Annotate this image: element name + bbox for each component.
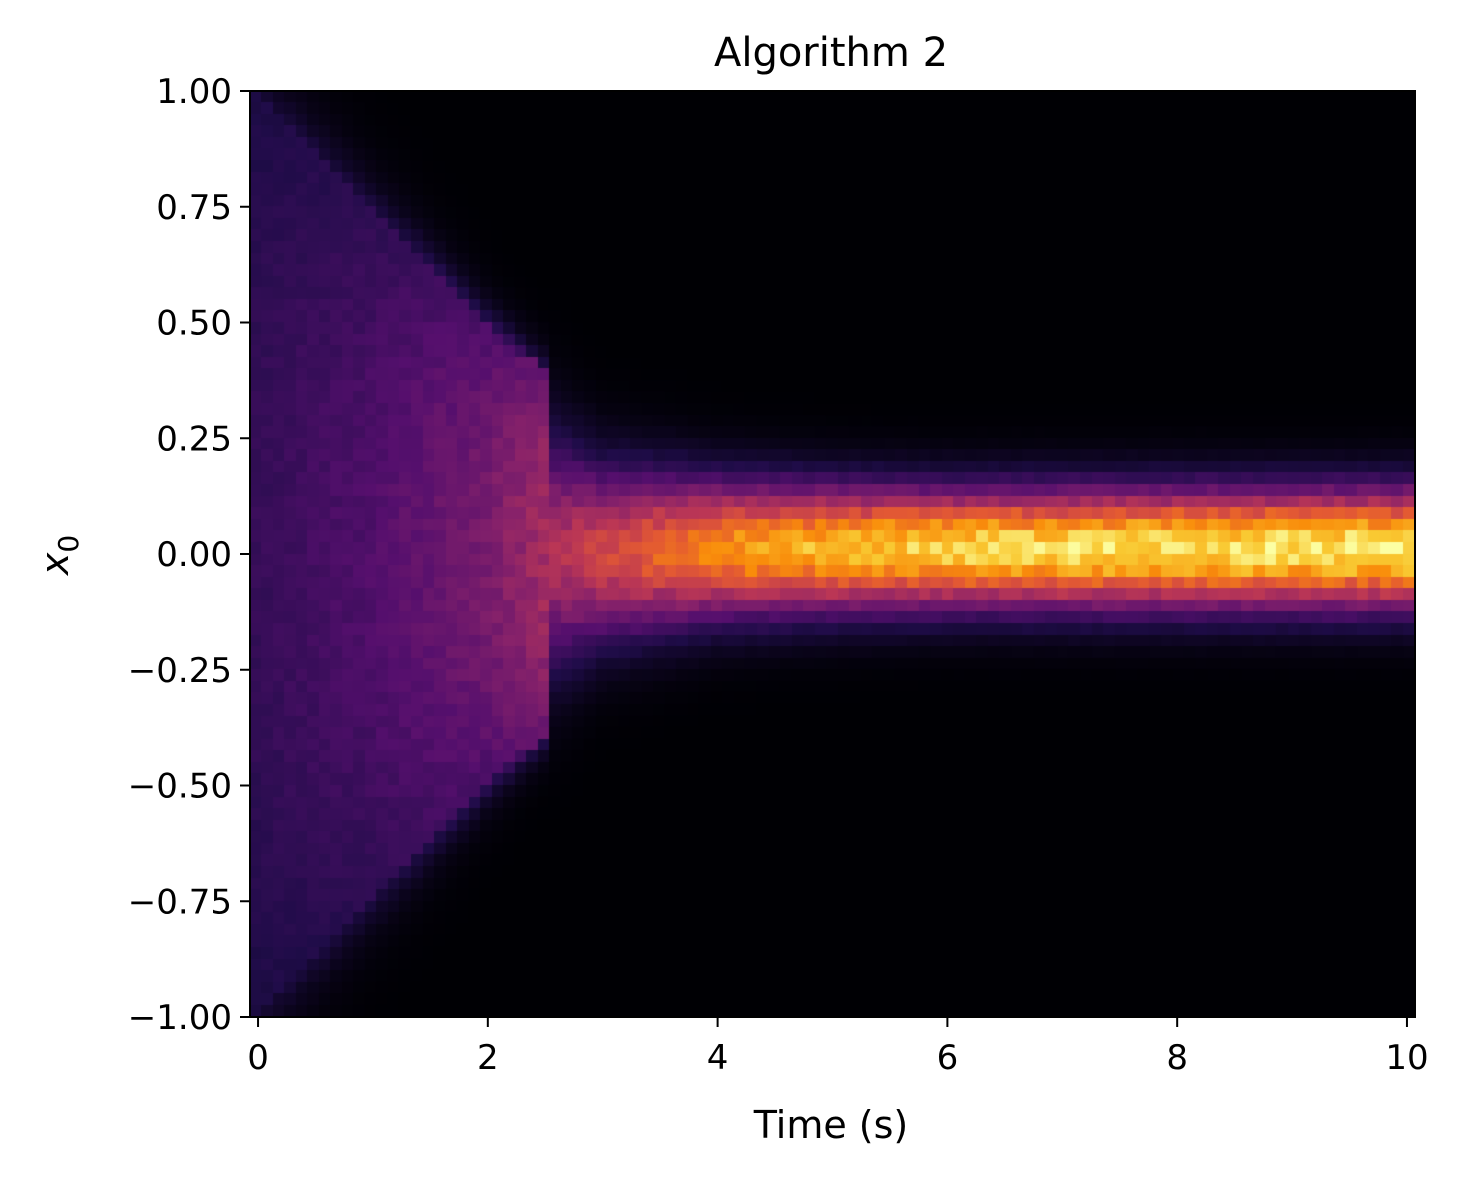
- x-tick-label: 10: [1385, 1038, 1428, 1078]
- y-axis-label: x0: [33, 535, 85, 576]
- y-axis-label-main: x: [33, 552, 77, 576]
- x-tick-label: 4: [707, 1038, 729, 1078]
- y-tick-label: 0.50: [156, 304, 232, 344]
- y-axis-label-subscript: 0: [52, 535, 85, 553]
- x-tick-label: 0: [247, 1038, 269, 1078]
- x-tick-label: 2: [477, 1038, 499, 1078]
- x-axis: 0 2 4 6 8 10: [247, 1017, 1429, 1078]
- y-tick-label: −0.25: [128, 651, 232, 691]
- y-tick-label: 0.25: [156, 419, 232, 459]
- x-tick-label: 8: [1166, 1038, 1188, 1078]
- chart-title: Algorithm 2: [714, 30, 948, 76]
- y-tick-label: −1.00: [128, 998, 232, 1038]
- y-tick-label: 1.00: [156, 72, 232, 112]
- x-tick-label: 6: [937, 1038, 959, 1078]
- y-axis: 1.00 0.75 0.50 0.25 0.00 −0.25 −0.50 −0.75 −1.00: [128, 72, 250, 1038]
- y-tick-label: 0.00: [156, 535, 232, 575]
- y-tick-label: 0.75: [156, 188, 232, 228]
- y-tick-label: −0.75: [128, 882, 232, 922]
- heatmap-image: [250, 91, 1415, 1017]
- heatmap-image-container: [250, 91, 1415, 1017]
- x-axis-label: Time (s): [753, 1103, 909, 1147]
- y-tick-label: −0.50: [128, 767, 232, 807]
